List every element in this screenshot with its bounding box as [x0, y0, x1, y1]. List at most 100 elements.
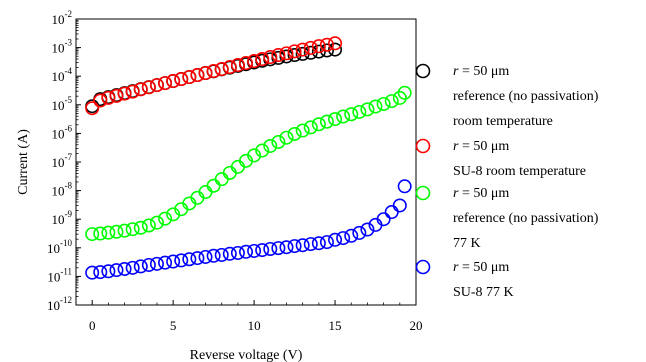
- data-point: [271, 241, 286, 256]
- data-point: [360, 222, 375, 237]
- data-point: [279, 240, 294, 255]
- data-point: [287, 126, 302, 141]
- data-point: [133, 259, 148, 274]
- data-point: [230, 159, 245, 174]
- y-tick-label: 10-11: [47, 266, 72, 284]
- data-point: [125, 84, 140, 99]
- data-point: [141, 80, 156, 95]
- series-2: [85, 85, 412, 242]
- plot-frame: [75, 18, 417, 306]
- data-point: [344, 107, 359, 122]
- data-point: [174, 72, 189, 87]
- legend-marker: [415, 259, 431, 275]
- data-point: [319, 235, 334, 250]
- data-point: [141, 218, 156, 233]
- data-point: [222, 246, 237, 261]
- data-point: [352, 104, 367, 119]
- legend: r = 50 μm reference (no passivation) room …: [415, 63, 599, 300]
- data-point: [279, 46, 294, 61]
- data-point: [295, 123, 310, 138]
- legend-label: SU-8 room temperature: [453, 164, 586, 179]
- data-point: [319, 37, 334, 52]
- data-point: [109, 88, 124, 103]
- data-point: [392, 90, 407, 105]
- data-point: [198, 66, 213, 81]
- x-axis-label: Reverse voltage (V): [190, 348, 303, 362]
- data-point: [85, 101, 100, 116]
- data-point: [311, 236, 326, 251]
- data-point: [311, 39, 326, 54]
- data-point: [295, 238, 310, 253]
- data-point: [206, 248, 221, 263]
- legend-label: reference (no passivation): [453, 211, 599, 226]
- data-point: [247, 54, 262, 69]
- data-point: [239, 244, 254, 259]
- data-point: [125, 222, 140, 237]
- data-point: [149, 256, 164, 271]
- data-point: [109, 263, 124, 278]
- data-point: [158, 255, 173, 270]
- data-point: [295, 42, 310, 57]
- y-tick-label: 10-2: [52, 9, 73, 27]
- data-point: [149, 215, 164, 230]
- data-point: [319, 114, 334, 129]
- data-point: [190, 68, 205, 83]
- data-point: [117, 86, 132, 101]
- data-point: [206, 64, 221, 79]
- data-point: [384, 94, 399, 109]
- data-point: [190, 251, 205, 266]
- y-axis-label: Current (A): [16, 129, 31, 195]
- data-point: [141, 257, 156, 272]
- y-tick-label: 10-12: [47, 295, 72, 313]
- data-point: [328, 232, 343, 247]
- y-tick-labels: 10-2 10-3 10-4 10-5 10-6 10-7 10-8 10-9 10-10 10-…: [47, 9, 72, 313]
- legend-label: r = 50 μm: [453, 260, 509, 275]
- y-tick-label: 10-7: [52, 152, 73, 170]
- series-layer: [85, 36, 412, 280]
- legend-label: r = 50 μm: [453, 139, 509, 154]
- data-point: [336, 231, 351, 246]
- data-point: [182, 70, 197, 85]
- y-tick-label: 10-3: [52, 38, 73, 56]
- x-tick-label: 5: [170, 318, 177, 333]
- data-point: [222, 165, 237, 180]
- data-point: [182, 252, 197, 267]
- data-point: [133, 220, 148, 235]
- data-point: [344, 228, 359, 243]
- data-point: [303, 237, 318, 252]
- data-point: [279, 130, 294, 145]
- legend-label: r = 50 μm: [453, 186, 509, 201]
- data-point: [93, 265, 108, 280]
- data-point: [255, 52, 270, 67]
- data-point: [166, 74, 181, 89]
- data-point: [222, 60, 237, 75]
- data-point: [311, 117, 326, 132]
- data-point: [101, 225, 116, 240]
- y-tick-label: 10-9: [52, 209, 73, 227]
- x-tick-label: 10: [248, 318, 261, 333]
- data-point: [101, 90, 116, 105]
- data-point: [247, 243, 262, 258]
- data-point: [328, 42, 343, 57]
- data-point: [230, 245, 245, 260]
- data-point: [336, 109, 351, 124]
- data-point: [392, 198, 407, 213]
- data-point: [263, 241, 278, 256]
- data-point: [85, 265, 100, 280]
- data-point: [214, 62, 229, 77]
- data-point: [93, 93, 108, 108]
- data-point: [368, 99, 383, 114]
- data-point: [214, 172, 229, 187]
- data-point: [214, 247, 229, 262]
- legend-marker: [415, 63, 431, 79]
- x-tick-labels: 0 5 10 15 20: [89, 318, 423, 333]
- data-point: [303, 120, 318, 135]
- x-tick-label: 15: [329, 318, 342, 333]
- data-point: [319, 43, 334, 58]
- data-point: [311, 44, 326, 59]
- legend-label: reference (no passivation): [453, 89, 599, 104]
- data-point: [384, 205, 399, 220]
- data-point: [287, 44, 302, 59]
- data-point: [93, 226, 108, 241]
- data-point: [376, 96, 391, 111]
